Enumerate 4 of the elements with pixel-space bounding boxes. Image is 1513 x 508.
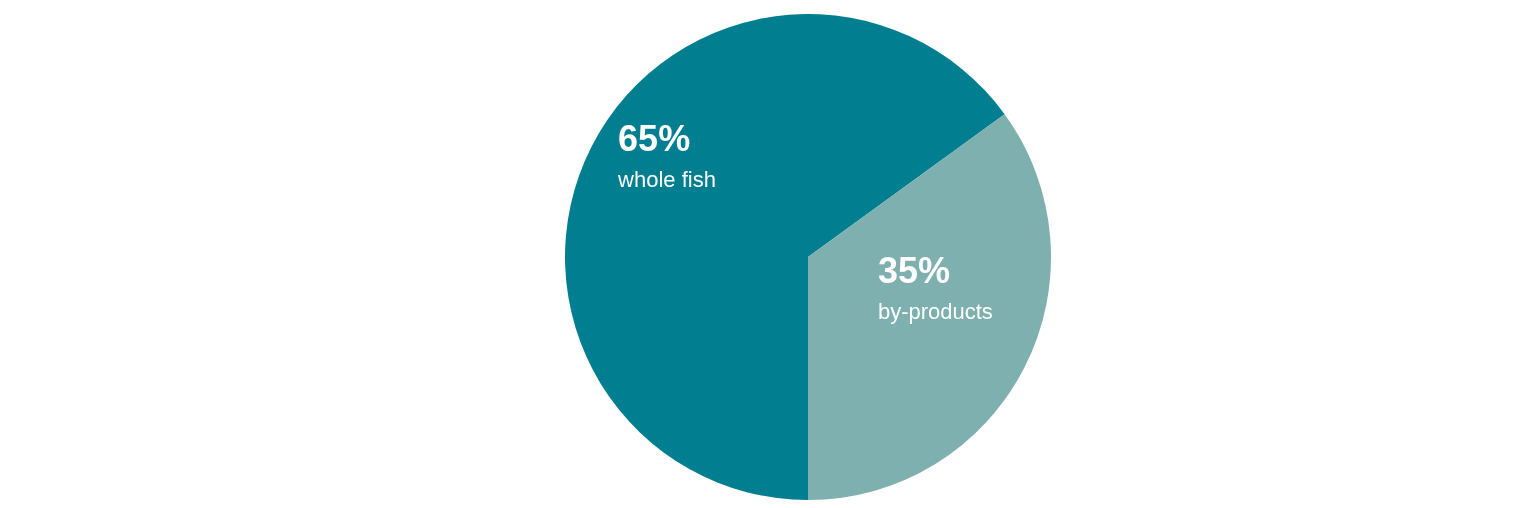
- data-label: 65%: [618, 117, 691, 159]
- slice-label: by-products: [877, 299, 993, 325]
- data-label: 35%: [877, 250, 950, 292]
- slice-label: whole fish: [617, 166, 716, 192]
